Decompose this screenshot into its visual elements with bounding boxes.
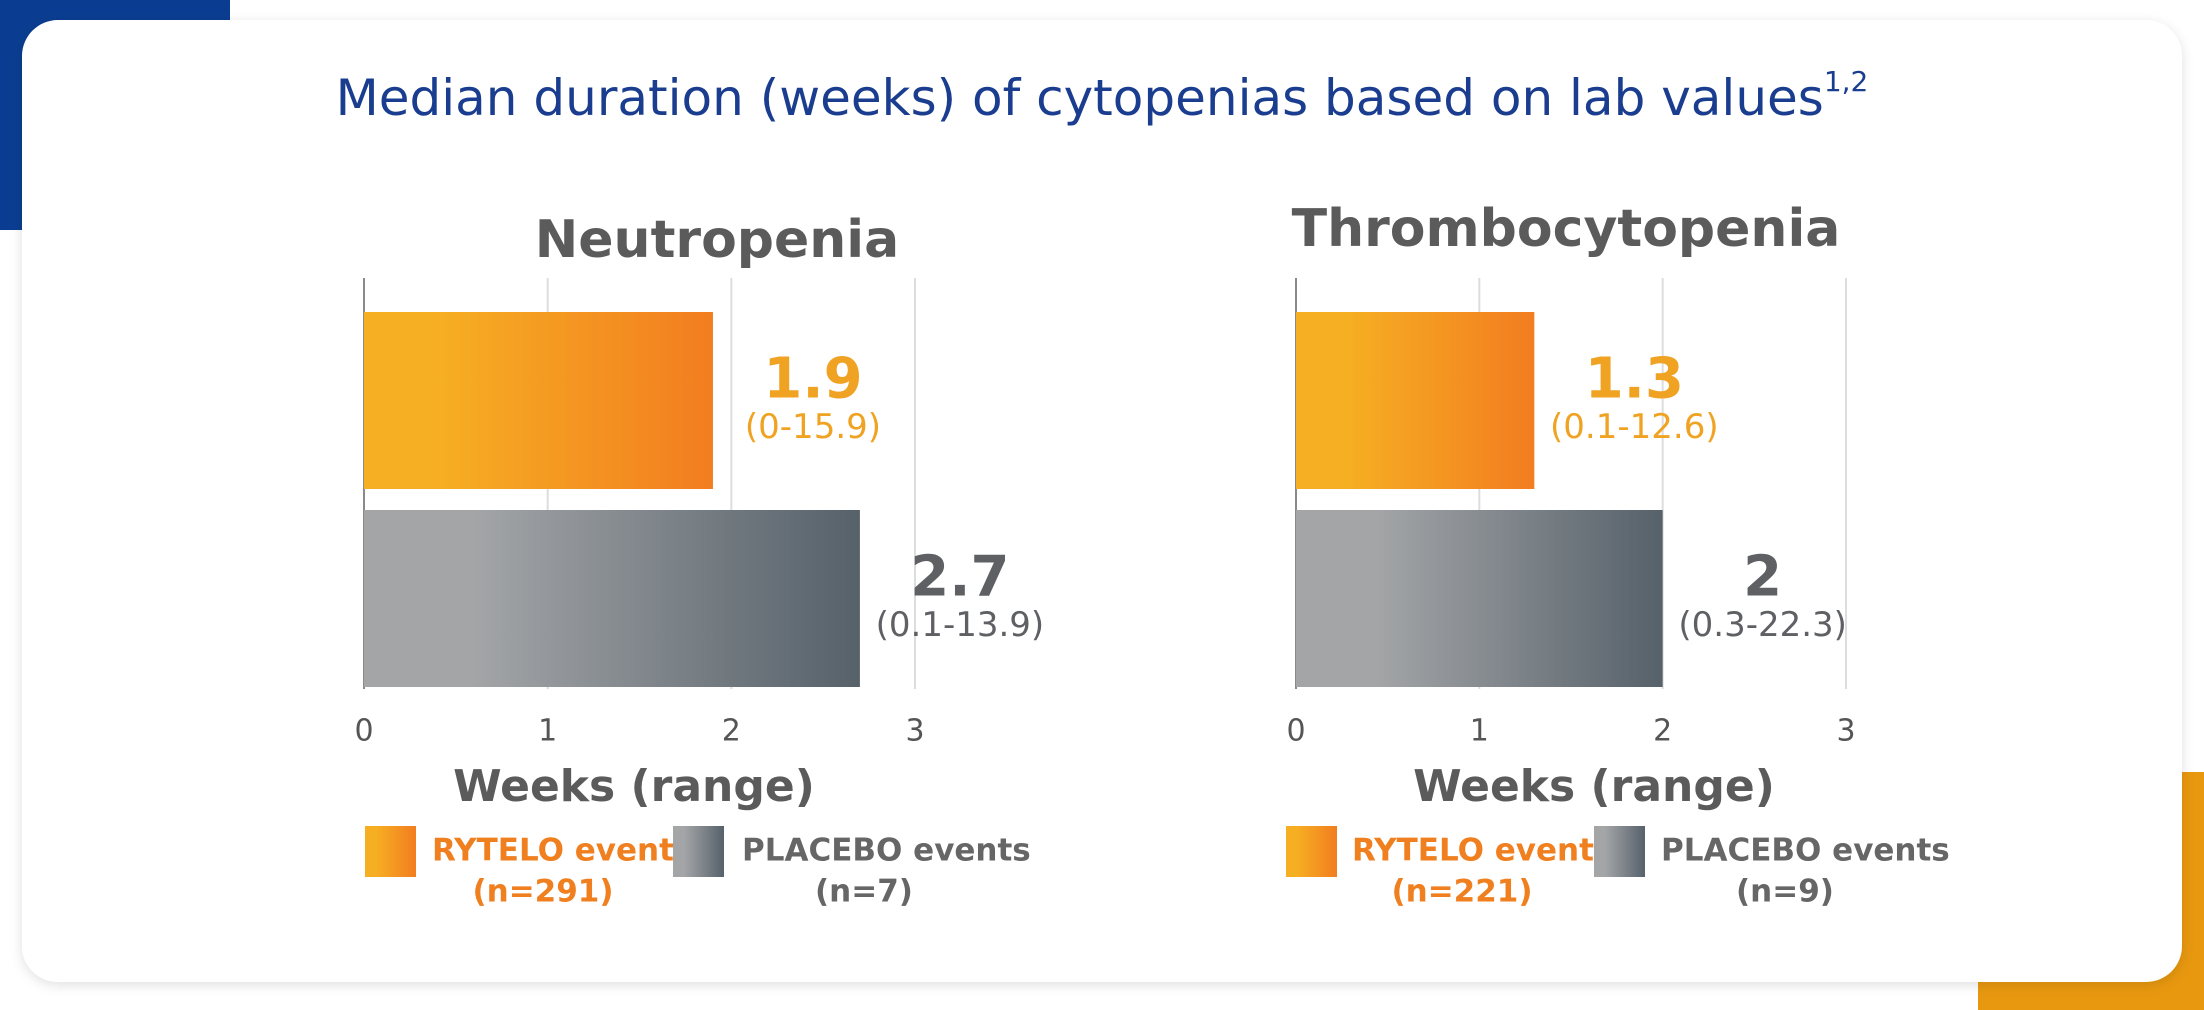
bar xyxy=(364,312,713,489)
legend-count: (n=291) xyxy=(472,874,613,910)
legend-label: RYTELO events xyxy=(1352,833,1612,869)
title-text: Median duration (weeks) of cytopenias ba… xyxy=(336,69,1824,127)
x-tick-label: 1 xyxy=(538,714,557,749)
title-superscript: 1,2 xyxy=(1824,65,1869,98)
x-axis-label: Weeks (range) xyxy=(1413,761,1775,812)
x-axis-label: Weeks (range) xyxy=(453,761,815,812)
legend-swatch xyxy=(365,826,416,877)
legend-swatch xyxy=(1286,826,1337,877)
value-label: 2 xyxy=(1743,545,1782,610)
range-label: (0.1-13.9) xyxy=(876,605,1045,645)
page-title: Median duration (weeks) of cytopenias ba… xyxy=(336,65,1869,127)
legend-label: PLACEBO events xyxy=(1661,833,1950,869)
legend-swatch xyxy=(1594,826,1645,877)
x-tick-label: 1 xyxy=(1470,714,1489,749)
x-tick-label: 2 xyxy=(1653,714,1672,749)
range-label: (0-15.9) xyxy=(745,407,881,447)
bar xyxy=(1296,312,1535,489)
bar xyxy=(364,510,860,687)
x-tick-label: 0 xyxy=(354,714,373,749)
value-label: 1.9 xyxy=(763,347,862,412)
card xyxy=(22,20,2182,982)
legend-label: PLACEBO events xyxy=(742,833,1031,869)
chart-title: Neutropenia xyxy=(535,210,899,270)
legend-count: (n=7) xyxy=(815,874,913,910)
chart-title: Thrombocytopenia xyxy=(1292,199,1841,259)
x-tick-label: 3 xyxy=(1836,714,1855,749)
bar xyxy=(1296,510,1663,687)
x-tick-label: 2 xyxy=(722,714,741,749)
range-label: (0.3-22.3) xyxy=(1678,605,1847,645)
legend-swatch xyxy=(673,826,724,877)
value-label: 1.3 xyxy=(1585,347,1684,412)
value-label: 2.7 xyxy=(910,545,1009,610)
legend-label: RYTELO events xyxy=(432,833,692,869)
x-tick-label: 0 xyxy=(1286,714,1305,749)
x-tick-label: 3 xyxy=(905,714,924,749)
legend-count: (n=221) xyxy=(1391,874,1532,910)
legend-count: (n=9) xyxy=(1736,874,1834,910)
range-label: (0.1-12.6) xyxy=(1550,407,1719,447)
